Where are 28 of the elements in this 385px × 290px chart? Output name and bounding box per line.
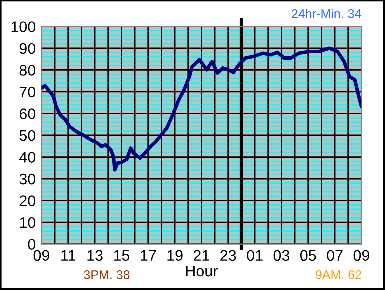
y-tick-label: 40 (20, 152, 36, 163)
x-tick-label: 19 (168, 250, 183, 262)
y-tick-label: 100 (12, 22, 36, 32)
x-tick-label: 07 (327, 250, 343, 262)
y-tick-label: 80 (20, 65, 36, 76)
x-tick-label: 13 (88, 250, 103, 262)
text: 3PM. 38 (84, 270, 130, 280)
x-tick-label: 23 (220, 250, 236, 262)
x-tick-label: 01 (247, 250, 263, 262)
x-tick-label: 03 (274, 250, 290, 262)
y-tick-label: 10 (20, 217, 36, 228)
y-tick-label: 70 (20, 86, 36, 98)
y-tick-label: 90 (20, 43, 36, 54)
x-tick-label: 09 (354, 250, 370, 262)
text: 24hr-Min. 34 (292, 9, 362, 18)
x-tick-label: 15 (114, 250, 130, 262)
y-tick-label: 30 (20, 174, 36, 185)
y-tick-label: 0 (28, 239, 36, 250)
y-tick-label: 20 (20, 196, 36, 206)
text: 9AM. 62 (316, 270, 362, 280)
y-tick-label: 50 (20, 130, 36, 142)
x-tick-label: 05 (300, 250, 316, 262)
x-tick-label: 11 (62, 250, 76, 261)
x-tick-label: 21 (194, 250, 210, 261)
x-tick-label: 09 (34, 250, 50, 262)
y-tick-label: 60 (20, 108, 36, 120)
x-axis-title: Hour (186, 266, 218, 277)
x-tick-label: 17 (141, 250, 156, 261)
